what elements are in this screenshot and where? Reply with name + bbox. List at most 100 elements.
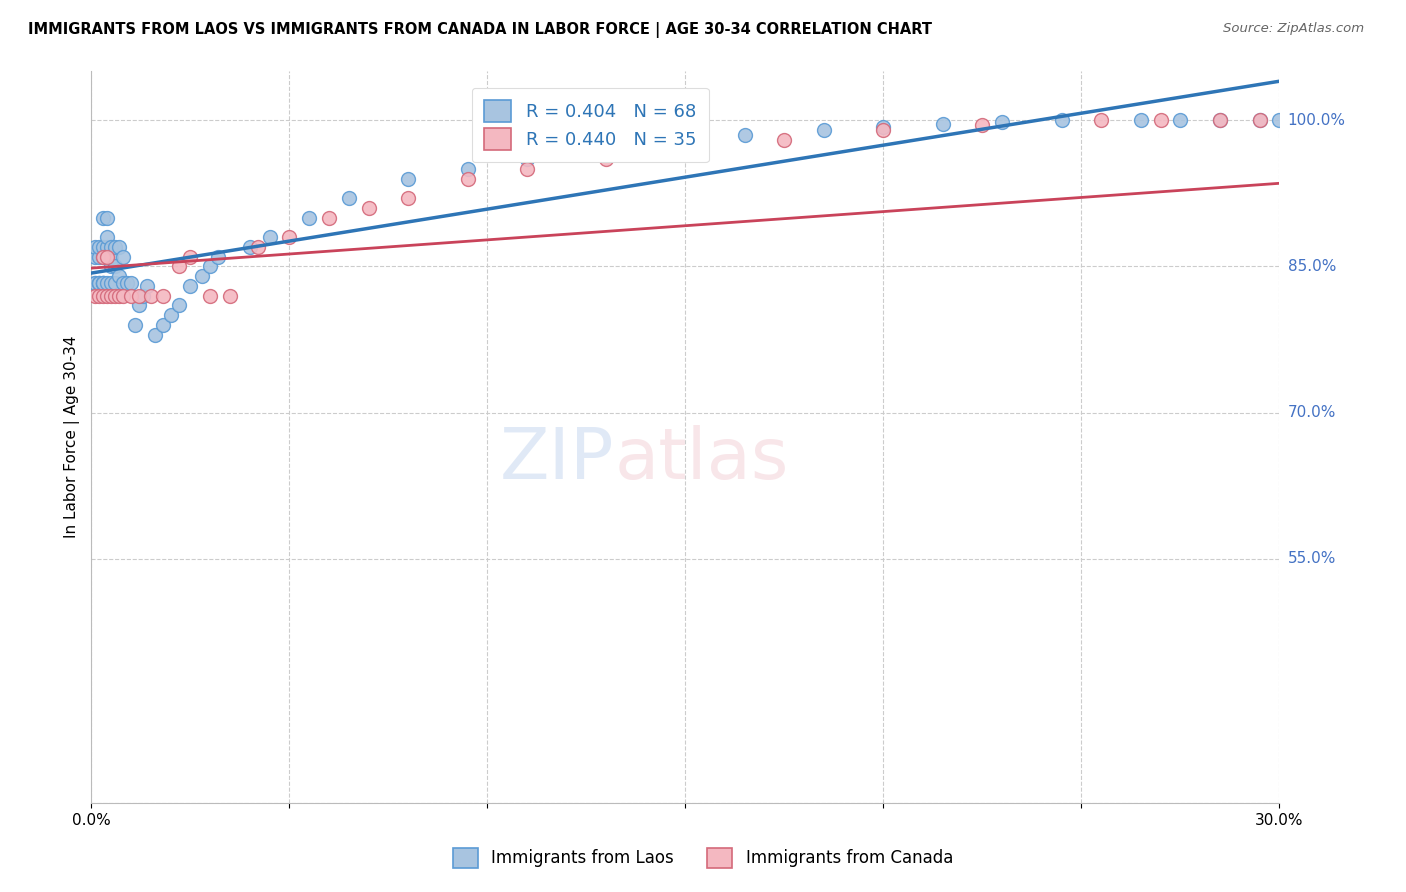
- Point: [167, 260, 190, 274]
- Text: Source: ZipAtlas.com: Source: ZipAtlas.com: [1223, 22, 1364, 36]
- Text: atlas: atlas: [614, 425, 789, 493]
- Point: [457, 171, 479, 186]
- Point: [516, 152, 538, 166]
- Point: [120, 276, 142, 290]
- Point: [1288, 713, 1310, 727]
- Point: [396, 191, 419, 205]
- Point: [115, 276, 138, 290]
- Point: [96, 250, 118, 264]
- Point: [96, 250, 118, 264]
- Point: [91, 211, 114, 225]
- Point: [673, 133, 696, 147]
- Point: [595, 152, 617, 166]
- Point: [89, 276, 111, 290]
- Point: [89, 276, 111, 290]
- Point: [91, 240, 114, 254]
- Point: [396, 171, 419, 186]
- Text: ZIP: ZIP: [499, 425, 614, 493]
- Point: [96, 276, 118, 290]
- Point: [84, 250, 107, 264]
- Point: [298, 211, 321, 225]
- Point: [91, 250, 114, 264]
- Point: [96, 230, 118, 244]
- Point: [1150, 113, 1173, 128]
- Point: [112, 250, 135, 264]
- Point: [872, 123, 894, 137]
- Legend: R = 0.404   N = 68, R = 0.440   N = 35: R = 0.404 N = 68, R = 0.440 N = 35: [472, 87, 709, 162]
- Point: [773, 133, 796, 147]
- Point: [100, 288, 122, 302]
- Point: [200, 260, 222, 274]
- Point: [84, 288, 107, 302]
- Point: [143, 327, 166, 342]
- Point: [179, 279, 201, 293]
- Point: [84, 276, 107, 290]
- Point: [112, 276, 135, 290]
- Point: [89, 250, 111, 264]
- Point: [246, 240, 269, 254]
- Point: [1268, 113, 1291, 128]
- Point: [457, 161, 479, 176]
- Point: [813, 123, 835, 137]
- Point: [259, 230, 281, 244]
- Point: [91, 276, 114, 290]
- Point: [337, 191, 360, 205]
- Point: [100, 260, 122, 274]
- Text: 85.0%: 85.0%: [1288, 259, 1336, 274]
- Point: [159, 308, 181, 322]
- Legend: Immigrants from Laos, Immigrants from Canada: Immigrants from Laos, Immigrants from Ca…: [446, 841, 960, 875]
- Point: [91, 276, 114, 290]
- Point: [318, 211, 340, 225]
- Point: [89, 288, 111, 302]
- Point: [595, 142, 617, 156]
- Point: [108, 240, 131, 254]
- Point: [1090, 113, 1112, 128]
- Point: [1209, 113, 1232, 128]
- Point: [614, 137, 637, 152]
- Point: [128, 288, 150, 302]
- Point: [516, 161, 538, 176]
- Point: [167, 298, 190, 312]
- Point: [179, 250, 201, 264]
- Point: [152, 318, 174, 332]
- Point: [991, 115, 1014, 129]
- Point: [152, 288, 174, 302]
- Text: IMMIGRANTS FROM LAOS VS IMMIGRANTS FROM CANADA IN LABOR FORCE | AGE 30-34 CORREL: IMMIGRANTS FROM LAOS VS IMMIGRANTS FROM …: [28, 22, 932, 38]
- Point: [278, 230, 301, 244]
- Point: [872, 120, 894, 134]
- Point: [1170, 113, 1192, 128]
- Point: [207, 250, 229, 264]
- Point: [100, 250, 122, 264]
- Point: [100, 240, 122, 254]
- Point: [135, 279, 157, 293]
- Point: [191, 269, 214, 284]
- Point: [932, 117, 955, 131]
- Point: [357, 201, 380, 215]
- Point: [96, 288, 118, 302]
- Point: [108, 288, 131, 302]
- Point: [91, 276, 114, 290]
- Point: [200, 288, 222, 302]
- Point: [1249, 113, 1271, 128]
- Y-axis label: In Labor Force | Age 30-34: In Labor Force | Age 30-34: [65, 335, 80, 539]
- Point: [972, 118, 994, 132]
- Text: 70.0%: 70.0%: [1288, 405, 1336, 420]
- Point: [219, 288, 242, 302]
- Point: [91, 288, 114, 302]
- Text: 55.0%: 55.0%: [1288, 551, 1336, 566]
- Point: [120, 288, 142, 302]
- Point: [104, 276, 127, 290]
- Point: [139, 288, 162, 302]
- Point: [112, 288, 135, 302]
- Point: [108, 269, 131, 284]
- Point: [239, 240, 262, 254]
- Point: [84, 276, 107, 290]
- Point: [1249, 113, 1271, 128]
- Point: [91, 250, 114, 264]
- Point: [132, 288, 155, 302]
- Point: [734, 128, 756, 142]
- Point: [673, 142, 696, 156]
- Point: [84, 240, 107, 254]
- Point: [1050, 113, 1073, 128]
- Point: [96, 240, 118, 254]
